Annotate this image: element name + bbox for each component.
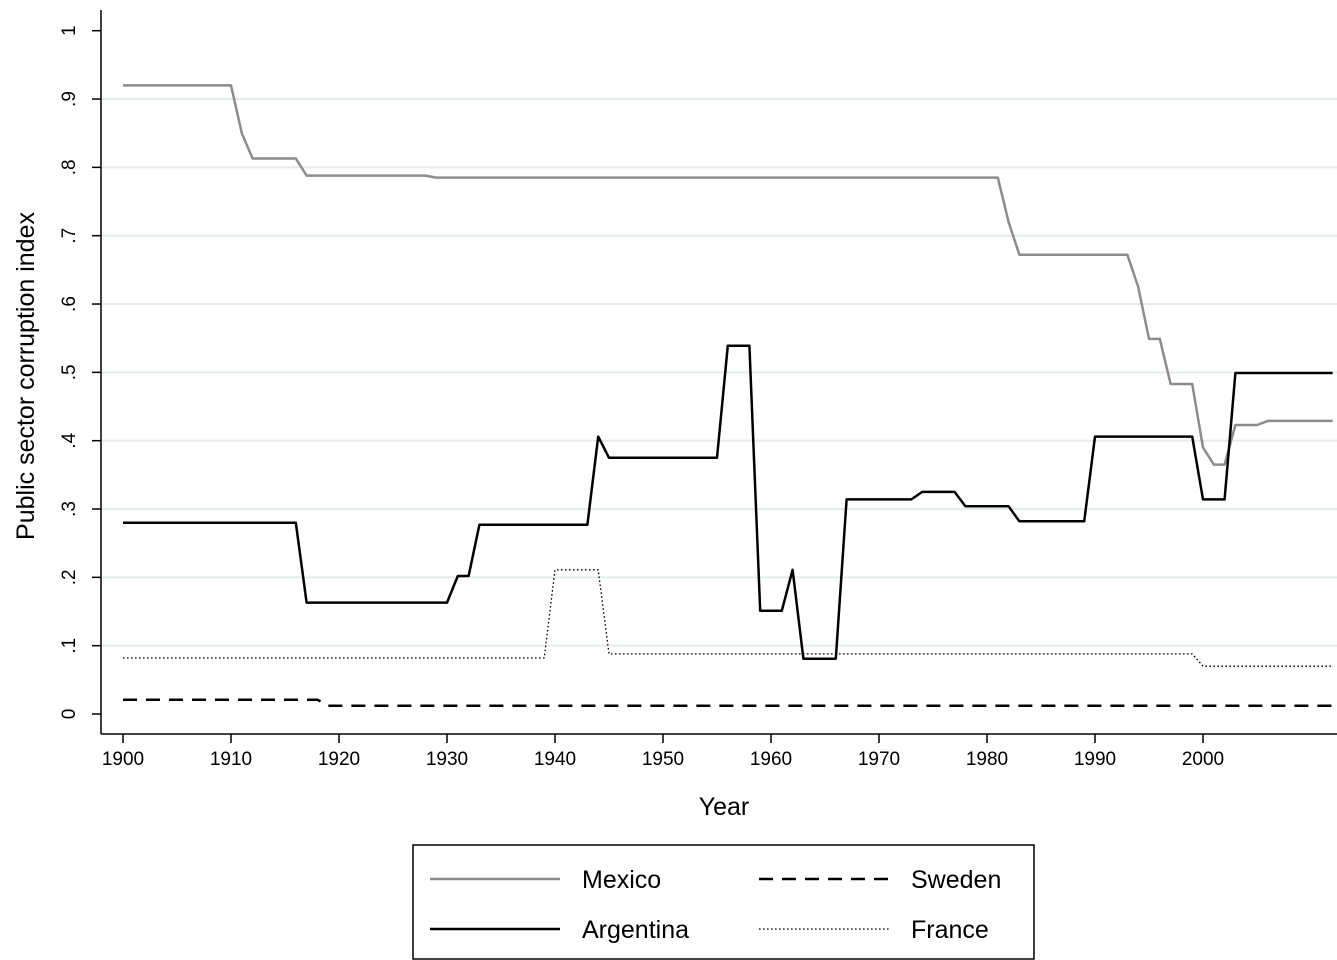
x-tick-label: 2000 — [1182, 749, 1224, 770]
legend-label-mexico: Mexico — [582, 866, 661, 894]
y-tick-label: .5 — [59, 364, 80, 380]
x-tick-label: 1960 — [750, 749, 792, 770]
series-line-sweden — [123, 698, 1333, 708]
y-tick-label: .8 — [59, 159, 80, 175]
legend-label-argentina: Argentina — [582, 916, 689, 944]
x-tick-label: 1940 — [534, 749, 576, 770]
gridlines — [102, 98, 1337, 647]
y-tick-label: 1 — [59, 25, 80, 36]
x-tick-label: 1980 — [966, 749, 1008, 770]
x-tick-label: 1990 — [1074, 749, 1116, 770]
x-tick-label: 1900 — [102, 749, 144, 770]
legend: Mexico Sweden Argentina France — [412, 844, 1035, 960]
legend-box — [412, 844, 1035, 960]
series-layer — [123, 84, 1333, 708]
legend-label-sweden: Sweden — [911, 866, 1001, 894]
x-axis-title: Year — [699, 793, 750, 821]
x-tick-label: 1930 — [426, 749, 468, 770]
y-tick-label: .2 — [59, 569, 80, 585]
y-tick-label: .3 — [59, 501, 80, 517]
axes: 0 .1 .2 .3 .4 .5 .6 .7 .8 .9 1 1900 1910 1920 1930 1940… — [59, 10, 1337, 770]
x-tick-label: 1950 — [642, 749, 684, 770]
legend-label-france: France — [911, 916, 989, 944]
series-line-mexico — [123, 84, 1333, 466]
x-tick-label: 1910 — [210, 749, 252, 770]
y-axis-title: Public sector corruption index — [12, 212, 40, 540]
y-tick-label: .1 — [59, 638, 80, 654]
x-tick-label: 1920 — [318, 749, 360, 770]
series-line-argentina — [123, 344, 1333, 660]
y-tick-label: .6 — [59, 296, 80, 312]
x-tick-label: 1970 — [858, 749, 900, 770]
y-tick-label: .9 — [59, 91, 80, 107]
y-tick-label: .4 — [59, 432, 80, 448]
y-tick-label: .7 — [59, 228, 80, 244]
y-tick-label: 0 — [59, 709, 80, 720]
series-line-france — [123, 569, 1333, 667]
